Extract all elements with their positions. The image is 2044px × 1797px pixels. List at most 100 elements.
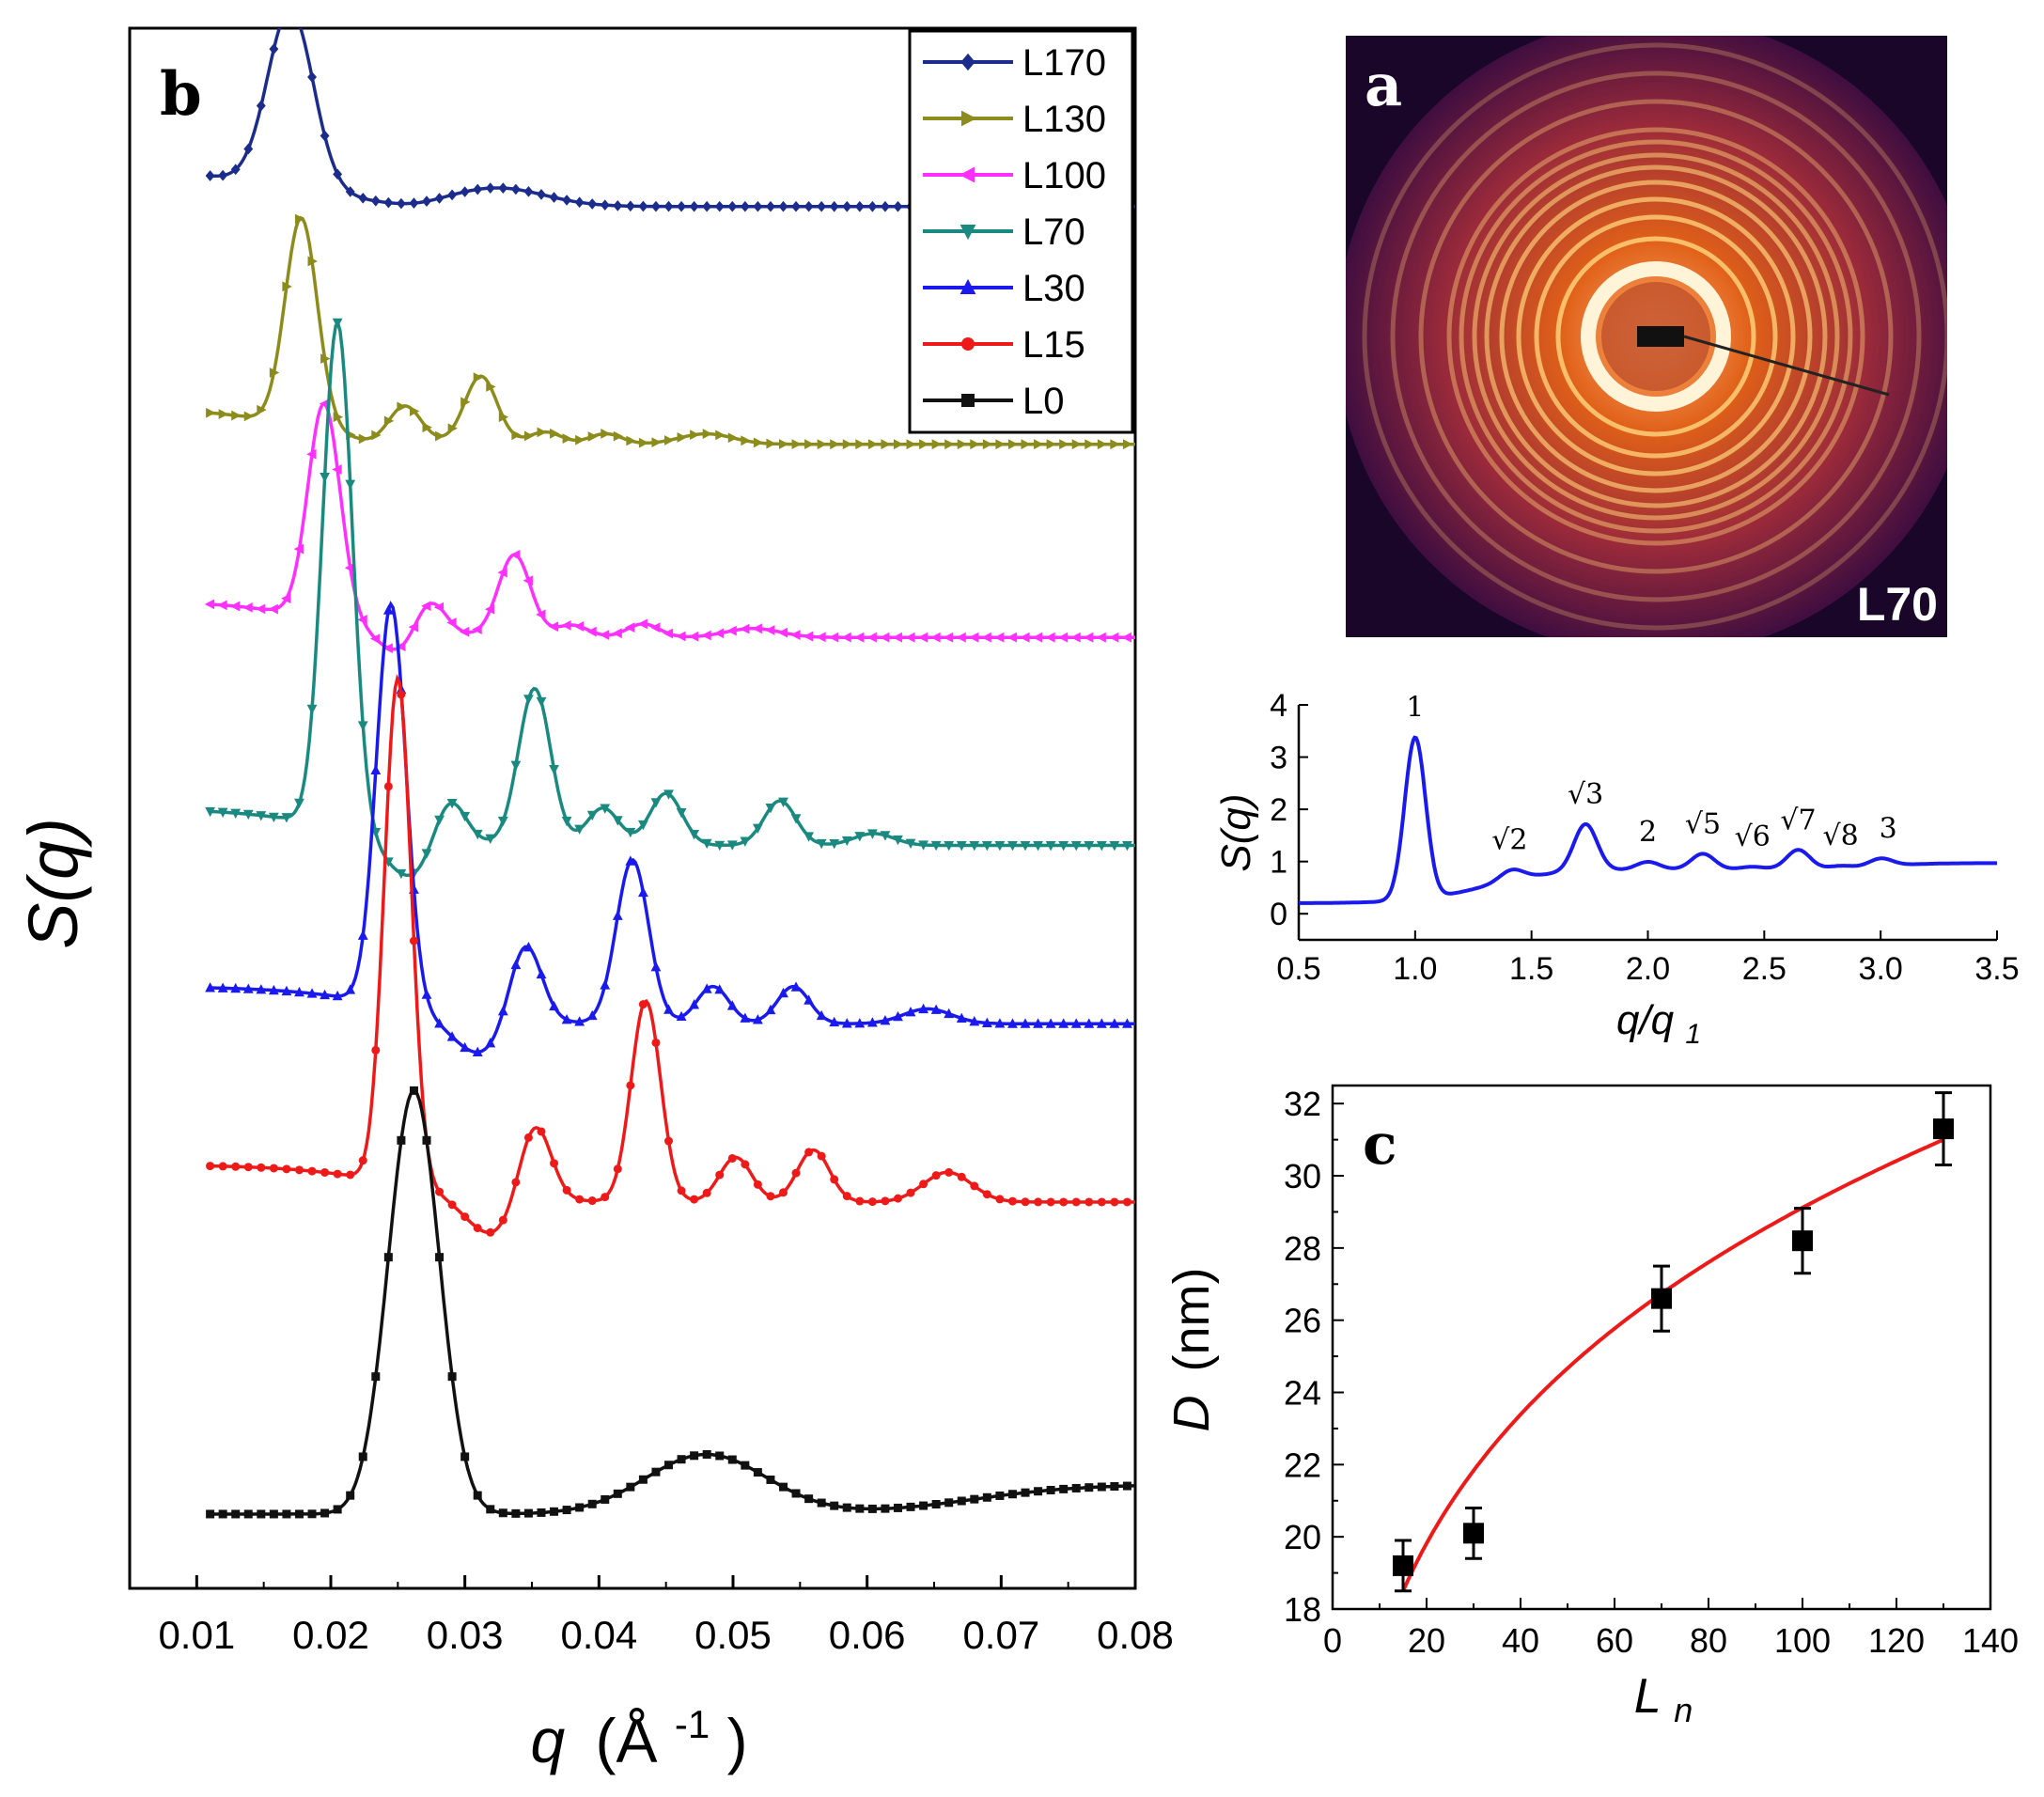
saxs-ring	[1516, 196, 1796, 477]
marker-l130	[231, 410, 242, 421]
marker-l0	[931, 1500, 941, 1509]
panel-a: a L70	[1346, 36, 1947, 637]
marker-l30	[638, 886, 648, 898]
legend-marker-l170	[960, 53, 975, 71]
marker-l0	[333, 1505, 342, 1514]
marker-l100	[676, 631, 686, 642]
marker-l0	[804, 1494, 814, 1504]
inset-y-tick-label: 1	[1270, 845, 1287, 881]
marker-l30	[650, 961, 662, 972]
marker-l15	[575, 1195, 585, 1204]
marker-l70	[638, 820, 648, 831]
marker-l30	[778, 987, 788, 998]
marker-l15	[1110, 1197, 1119, 1207]
inset-curve	[1299, 735, 1997, 905]
marker-l0	[498, 1508, 507, 1518]
marker-l30	[205, 982, 215, 992]
marker-l170	[333, 168, 343, 180]
marker-l30	[460, 1041, 471, 1053]
marker-l0	[893, 1503, 902, 1512]
panel-b-x-label-close: )	[727, 1706, 748, 1775]
marker-l30	[714, 984, 726, 994]
marker-l130	[243, 411, 255, 422]
panel-c-points	[1393, 1091, 1954, 1593]
marker-l30	[1058, 1018, 1069, 1028]
marker-l15	[638, 1000, 648, 1009]
marker-l30	[281, 985, 292, 996]
legend-label-l130: L130	[1022, 99, 1106, 140]
marker-l130	[1021, 439, 1031, 450]
marker-l0	[243, 1509, 253, 1519]
marker-l0	[218, 1509, 227, 1519]
marker-l70	[1122, 841, 1132, 852]
marker-l15	[601, 1193, 610, 1202]
marker-l130	[460, 397, 471, 408]
marker-l100	[229, 601, 241, 612]
marker-l0	[346, 1491, 355, 1500]
panel-b-x-tick-label: 0.06	[829, 1613, 906, 1657]
inset-peak-label: √6	[1735, 820, 1771, 853]
marker-l100	[1020, 632, 1030, 643]
marker-l130	[486, 382, 496, 392]
marker-l0	[447, 1372, 457, 1382]
marker-l15	[346, 1170, 355, 1180]
marker-l15	[1084, 1197, 1094, 1207]
marker-l30	[880, 1014, 891, 1025]
inset-x-label: q/q 1	[1616, 997, 1701, 1050]
marker-l100	[713, 628, 725, 639]
inset-peak-label: √2	[1491, 823, 1527, 856]
data-point	[1463, 1523, 1484, 1544]
marker-l170	[510, 183, 521, 195]
marker-l170	[638, 200, 648, 212]
panel-c-y-tick-label: 18	[1284, 1590, 1321, 1629]
inset-x-tick-label: 2.0	[1626, 951, 1670, 987]
marker-l170	[473, 183, 483, 195]
panel-b-x-tick-label: 0.05	[694, 1613, 772, 1657]
marker-l30	[866, 1017, 878, 1027]
inset-x-tick-label: 2.5	[1742, 951, 1787, 987]
marker-l30	[625, 855, 636, 866]
marker-l170	[230, 164, 241, 176]
saxs-ring	[1459, 139, 1853, 534]
marker-l100	[739, 623, 750, 634]
marker-l15	[231, 1162, 241, 1171]
marker-l15	[626, 1081, 635, 1090]
marker-l30	[663, 1004, 674, 1014]
marker-l0	[1071, 1483, 1081, 1492]
panel-a-letter: a	[1365, 51, 1402, 119]
marker-l70	[650, 798, 662, 808]
panel-b-x-label: q (Å -1 )	[530, 1681, 747, 1775]
marker-l15	[715, 1170, 725, 1180]
marker-l100	[433, 602, 445, 613]
marker-l170	[600, 199, 610, 211]
marker-l170	[358, 192, 368, 204]
marker-l170	[485, 182, 495, 194]
marker-l15	[702, 1188, 711, 1197]
marker-l0	[523, 1508, 533, 1518]
marker-l70	[1109, 841, 1120, 852]
panel-c-axes: 18 20 22 24 26 28 30 32 0 20 40 60 80 100 120 140	[1284, 1084, 2019, 1660]
marker-l170	[370, 195, 381, 207]
marker-l0	[486, 1505, 495, 1514]
marker-l100	[803, 631, 814, 642]
marker-l100	[281, 593, 291, 604]
marker-l30	[446, 1031, 458, 1041]
marker-l130	[944, 439, 955, 450]
marker-l170	[613, 200, 623, 211]
marker-l0	[371, 1372, 381, 1382]
saxs-ring	[1534, 214, 1778, 459]
marker-l130	[970, 439, 980, 450]
marker-l130	[333, 412, 343, 423]
marker-l15	[269, 1164, 278, 1173]
marker-l30	[752, 1014, 763, 1024]
marker-l130	[690, 430, 700, 441]
marker-l130	[537, 427, 547, 438]
marker-l100	[548, 621, 559, 633]
marker-l130	[257, 404, 267, 415]
panel-b-letter: b	[160, 59, 202, 130]
marker-l30	[485, 1037, 496, 1048]
marker-l130	[358, 433, 369, 445]
inset-x-tick-label: 0.5	[1276, 951, 1320, 987]
panel-b-curves	[204, 28, 1135, 1519]
